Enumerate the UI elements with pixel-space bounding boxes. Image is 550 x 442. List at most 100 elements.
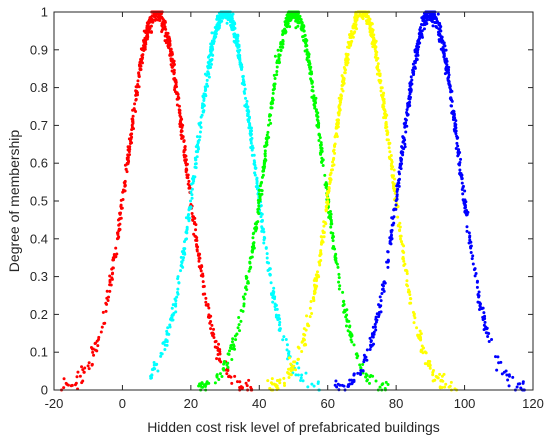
data-point	[319, 143, 323, 147]
data-point	[282, 335, 286, 339]
data-point	[313, 285, 317, 289]
data-point	[385, 129, 389, 133]
data-point	[170, 57, 174, 61]
data-point	[304, 328, 308, 332]
data-point	[410, 82, 414, 86]
data-point	[368, 381, 372, 385]
data-point	[218, 350, 222, 354]
data-point	[299, 376, 303, 380]
data-point	[281, 338, 285, 342]
data-point	[329, 225, 333, 229]
data-point	[249, 385, 253, 389]
data-point	[309, 300, 313, 304]
data-point	[211, 39, 215, 43]
data-point	[375, 66, 379, 70]
data-point	[241, 309, 245, 313]
data-point	[444, 65, 448, 69]
data-point	[317, 275, 321, 279]
data-point	[176, 291, 180, 295]
data-point	[101, 310, 105, 314]
data-point	[245, 384, 249, 388]
data-point	[467, 241, 471, 245]
data-point	[458, 168, 462, 172]
data-point	[270, 377, 274, 381]
data-point	[395, 197, 399, 201]
data-point	[378, 81, 382, 85]
data-point	[236, 46, 240, 50]
data-point	[199, 125, 203, 129]
data-point	[248, 121, 252, 125]
data-point	[243, 292, 247, 296]
data-point	[276, 48, 280, 52]
data-point	[281, 45, 285, 49]
data-point	[439, 36, 443, 40]
data-point	[255, 220, 259, 224]
x-tick-label: 20	[184, 396, 198, 411]
data-point	[218, 372, 222, 376]
data-point	[104, 309, 108, 313]
data-point	[126, 159, 130, 163]
data-point	[319, 151, 323, 155]
data-point	[402, 147, 406, 151]
data-point	[78, 374, 82, 378]
data-point	[339, 93, 343, 97]
data-point	[269, 113, 273, 117]
data-point	[175, 103, 179, 107]
data-point	[396, 223, 400, 227]
data-point	[323, 173, 327, 177]
data-point	[225, 21, 229, 25]
data-point	[265, 256, 269, 260]
data-point	[372, 332, 376, 336]
data-point	[177, 281, 181, 285]
data-point	[76, 370, 80, 374]
data-point	[317, 132, 321, 136]
data-point	[457, 148, 461, 152]
data-point	[365, 373, 369, 377]
data-point	[286, 370, 290, 374]
data-point	[306, 51, 310, 55]
data-point	[468, 238, 472, 242]
data-point	[269, 281, 273, 285]
data-point	[478, 304, 482, 308]
data-point	[146, 30, 150, 34]
data-point	[105, 289, 109, 293]
data-point	[117, 227, 121, 231]
data-point	[82, 370, 86, 374]
data-point	[312, 299, 316, 303]
data-point	[271, 296, 275, 300]
data-point	[303, 49, 307, 53]
data-point	[419, 332, 423, 336]
data-point	[168, 325, 172, 329]
data-point	[386, 250, 390, 254]
data-point	[213, 340, 217, 344]
data-point	[244, 286, 248, 290]
data-point	[238, 329, 242, 333]
data-point	[187, 219, 191, 223]
data-point	[158, 15, 162, 19]
data-point	[418, 34, 422, 38]
data-point	[240, 63, 244, 67]
data-point	[454, 129, 458, 133]
data-point	[263, 152, 267, 156]
data-point	[245, 106, 249, 110]
data-point	[91, 350, 95, 354]
data-point	[273, 76, 277, 80]
data-point	[419, 25, 423, 29]
data-point	[406, 105, 410, 109]
data-point	[234, 338, 238, 342]
data-point	[390, 165, 394, 169]
data-point	[195, 135, 199, 139]
data-point	[349, 35, 353, 39]
data-point	[62, 377, 66, 381]
data-point	[238, 386, 242, 390]
data-point	[483, 320, 487, 324]
data-point	[401, 249, 405, 253]
data-point	[115, 252, 119, 256]
data-point	[385, 132, 389, 136]
data-point	[328, 217, 332, 221]
data-point	[378, 295, 382, 299]
data-point	[461, 192, 465, 196]
data-point	[476, 293, 480, 297]
data-point	[210, 31, 214, 35]
data-point	[291, 365, 295, 369]
